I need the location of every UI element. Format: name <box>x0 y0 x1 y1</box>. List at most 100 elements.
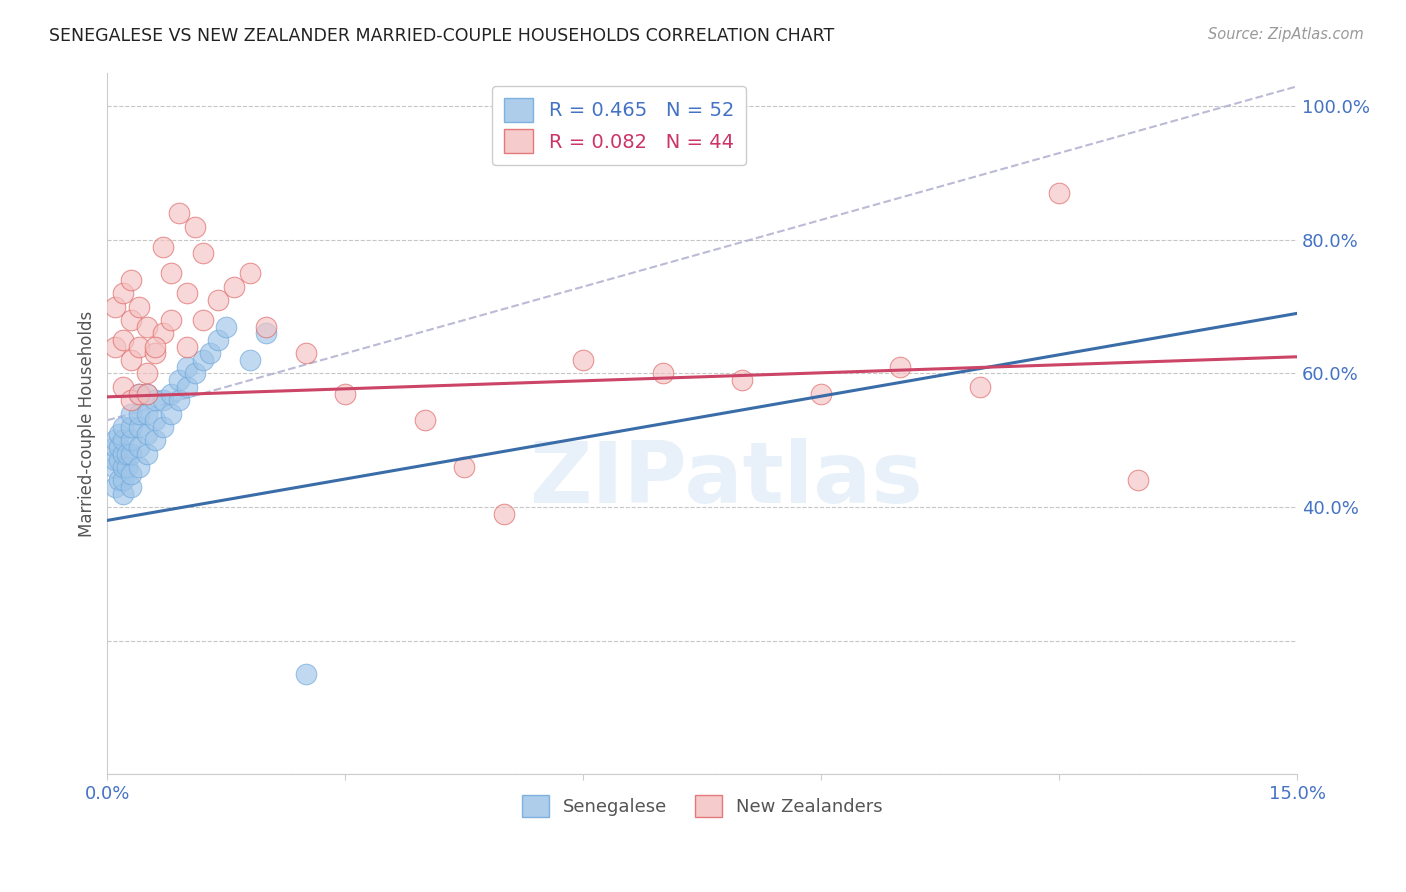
Point <box>136 319 159 334</box>
Point <box>294 346 316 360</box>
Point <box>136 367 159 381</box>
Point <box>112 434 135 448</box>
Point <box>200 346 222 360</box>
Point <box>108 440 131 454</box>
Point <box>128 459 150 474</box>
Point <box>215 319 238 334</box>
Point <box>731 373 754 387</box>
Point <box>104 340 127 354</box>
Point <box>176 359 198 374</box>
Point <box>112 486 135 500</box>
Point <box>294 667 316 681</box>
Point <box>104 453 127 467</box>
Point <box>160 313 183 327</box>
Point <box>108 453 131 467</box>
Point <box>492 507 515 521</box>
Point <box>143 346 166 360</box>
Point <box>152 420 174 434</box>
Point <box>810 386 832 401</box>
Point <box>136 426 159 441</box>
Point <box>143 393 166 408</box>
Point <box>651 367 673 381</box>
Point <box>152 326 174 341</box>
Point <box>224 279 246 293</box>
Point <box>453 459 475 474</box>
Point <box>152 239 174 253</box>
Point <box>112 447 135 461</box>
Point <box>176 380 198 394</box>
Point <box>160 407 183 421</box>
Point <box>120 353 142 368</box>
Point <box>160 266 183 280</box>
Point <box>112 380 135 394</box>
Point <box>239 266 262 280</box>
Point <box>120 467 142 481</box>
Text: Source: ZipAtlas.com: Source: ZipAtlas.com <box>1208 27 1364 42</box>
Point <box>120 420 142 434</box>
Point <box>120 480 142 494</box>
Point <box>335 386 357 401</box>
Point <box>128 386 150 401</box>
Point <box>143 340 166 354</box>
Point <box>128 340 150 354</box>
Point <box>207 333 229 347</box>
Point <box>143 434 166 448</box>
Point <box>572 353 595 368</box>
Point <box>889 359 911 374</box>
Point <box>112 286 135 301</box>
Point <box>413 413 436 427</box>
Point <box>120 313 142 327</box>
Point <box>112 420 135 434</box>
Legend: Senegalese, New Zealanders: Senegalese, New Zealanders <box>515 789 890 825</box>
Point <box>112 459 135 474</box>
Point <box>112 333 135 347</box>
Point <box>254 319 277 334</box>
Point <box>136 407 159 421</box>
Point <box>1047 186 1070 201</box>
Point <box>128 407 150 421</box>
Point <box>104 480 127 494</box>
Point <box>104 300 127 314</box>
Point <box>136 447 159 461</box>
Point <box>120 447 142 461</box>
Point <box>167 206 190 220</box>
Point <box>191 246 214 260</box>
Point <box>104 440 127 454</box>
Point <box>183 367 205 381</box>
Point <box>160 386 183 401</box>
Point <box>167 373 190 387</box>
Point <box>128 420 150 434</box>
Point <box>136 386 159 401</box>
Point <box>128 386 150 401</box>
Point <box>128 300 150 314</box>
Point <box>167 393 190 408</box>
Point <box>1128 473 1150 487</box>
Point <box>207 293 229 307</box>
Point <box>128 440 150 454</box>
Point <box>176 286 198 301</box>
Point <box>103 459 125 474</box>
Point <box>176 340 198 354</box>
Point <box>254 326 277 341</box>
Point <box>115 447 138 461</box>
Text: SENEGALESE VS NEW ZEALANDER MARRIED-COUPLE HOUSEHOLDS CORRELATION CHART: SENEGALESE VS NEW ZEALANDER MARRIED-COUP… <box>49 27 834 45</box>
Point <box>104 434 127 448</box>
Point <box>969 380 991 394</box>
Point <box>120 393 142 408</box>
Point <box>191 313 214 327</box>
Point <box>239 353 262 368</box>
Point <box>115 459 138 474</box>
Point <box>191 353 214 368</box>
Point <box>108 426 131 441</box>
Point <box>120 407 142 421</box>
Text: ZIPatlas: ZIPatlas <box>529 438 922 521</box>
Point <box>183 219 205 234</box>
Point <box>108 473 131 487</box>
Point <box>143 413 166 427</box>
Y-axis label: Married-couple Households: Married-couple Households <box>79 310 96 537</box>
Point <box>136 386 159 401</box>
Point <box>120 434 142 448</box>
Point <box>152 393 174 408</box>
Point <box>112 473 135 487</box>
Point <box>120 273 142 287</box>
